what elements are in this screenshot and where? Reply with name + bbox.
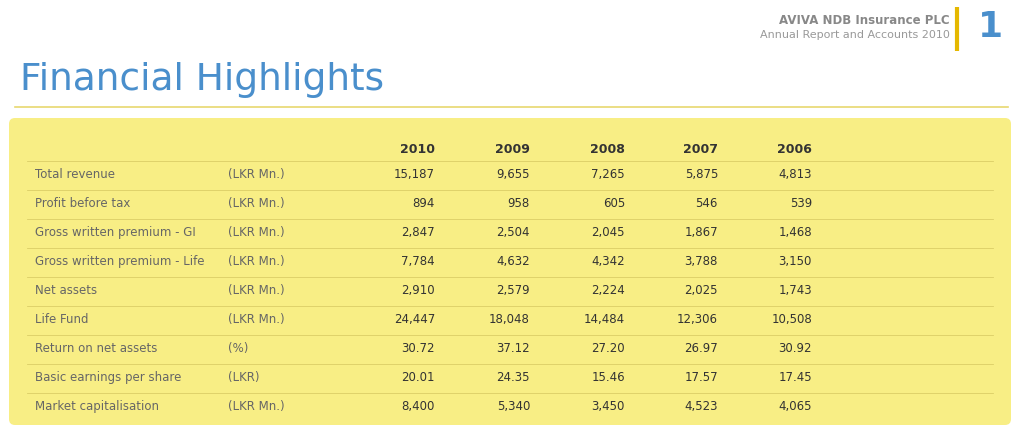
Text: 958: 958	[507, 197, 530, 209]
Text: (LKR Mn.): (LKR Mn.)	[228, 225, 284, 239]
Text: 3,150: 3,150	[779, 255, 812, 267]
Text: 12,306: 12,306	[677, 312, 718, 325]
Text: 894: 894	[412, 197, 435, 209]
Text: 2008: 2008	[590, 143, 625, 156]
Text: 15.46: 15.46	[591, 370, 625, 383]
Text: 37.12: 37.12	[496, 341, 530, 354]
Text: 4,632: 4,632	[496, 255, 530, 267]
Text: 24,447: 24,447	[394, 312, 435, 325]
Text: 27.20: 27.20	[591, 341, 625, 354]
Text: AVIVA NDB Insurance PLC: AVIVA NDB Insurance PLC	[780, 14, 950, 27]
Text: (LKR): (LKR)	[228, 370, 260, 383]
Text: 10,508: 10,508	[771, 312, 812, 325]
Text: Annual Report and Accounts 2010: Annual Report and Accounts 2010	[760, 30, 950, 40]
Text: (LKR Mn.): (LKR Mn.)	[228, 168, 284, 181]
Text: 1,468: 1,468	[779, 225, 812, 239]
Text: Gross written premium - GI: Gross written premium - GI	[35, 225, 195, 239]
Text: 2010: 2010	[400, 143, 435, 156]
FancyBboxPatch shape	[9, 119, 1011, 425]
Text: 17.57: 17.57	[684, 370, 718, 383]
Text: 18,048: 18,048	[489, 312, 530, 325]
Text: 26.97: 26.97	[684, 341, 718, 354]
Text: 2,579: 2,579	[496, 283, 530, 296]
Text: 5,875: 5,875	[684, 168, 718, 181]
Text: 2006: 2006	[777, 143, 812, 156]
Text: Total revenue: Total revenue	[35, 168, 115, 181]
Text: (LKR Mn.): (LKR Mn.)	[228, 312, 284, 325]
Text: 14,484: 14,484	[584, 312, 625, 325]
Text: 7,265: 7,265	[591, 168, 625, 181]
Text: Financial Highlights: Financial Highlights	[20, 62, 384, 98]
Text: (LKR Mn.): (LKR Mn.)	[228, 283, 284, 296]
Text: 2009: 2009	[495, 143, 530, 156]
Text: (LKR Mn.): (LKR Mn.)	[228, 399, 284, 412]
Text: 2,025: 2,025	[684, 283, 718, 296]
Text: 4,813: 4,813	[779, 168, 812, 181]
Text: 3,450: 3,450	[591, 399, 625, 412]
Text: 7,784: 7,784	[401, 255, 435, 267]
Text: 2,224: 2,224	[591, 283, 625, 296]
Text: Return on net assets: Return on net assets	[35, 341, 158, 354]
Text: 539: 539	[790, 197, 812, 209]
Text: 4,523: 4,523	[684, 399, 718, 412]
Text: 2007: 2007	[683, 143, 718, 156]
Text: 3,788: 3,788	[684, 255, 718, 267]
Text: 5,340: 5,340	[496, 399, 530, 412]
Text: (LKR Mn.): (LKR Mn.)	[228, 197, 284, 209]
Text: 17.45: 17.45	[779, 370, 812, 383]
Text: (%): (%)	[228, 341, 249, 354]
Text: 30.72: 30.72	[401, 341, 435, 354]
Text: 20.01: 20.01	[401, 370, 435, 383]
Text: 2,045: 2,045	[591, 225, 625, 239]
Text: 30.92: 30.92	[779, 341, 812, 354]
Text: 4,065: 4,065	[779, 399, 812, 412]
Text: Gross written premium - Life: Gross written premium - Life	[35, 255, 205, 267]
Text: 2,504: 2,504	[496, 225, 530, 239]
Text: 2,847: 2,847	[401, 225, 435, 239]
Text: 15,187: 15,187	[394, 168, 435, 181]
Text: Market capitalisation: Market capitalisation	[35, 399, 159, 412]
Text: Basic earnings per share: Basic earnings per share	[35, 370, 181, 383]
Text: Profit before tax: Profit before tax	[35, 197, 130, 209]
Text: 4,342: 4,342	[591, 255, 625, 267]
Text: 605: 605	[603, 197, 625, 209]
Text: 2,910: 2,910	[401, 283, 435, 296]
Text: 9,655: 9,655	[496, 168, 530, 181]
Text: (LKR Mn.): (LKR Mn.)	[228, 255, 284, 267]
Text: 546: 546	[696, 197, 718, 209]
Text: 1: 1	[977, 10, 1003, 44]
Text: 1,867: 1,867	[684, 225, 718, 239]
Text: 24.35: 24.35	[496, 370, 530, 383]
Text: 1,743: 1,743	[779, 283, 812, 296]
Text: Life Fund: Life Fund	[35, 312, 89, 325]
Text: 8,400: 8,400	[402, 399, 435, 412]
Text: Net assets: Net assets	[35, 283, 97, 296]
